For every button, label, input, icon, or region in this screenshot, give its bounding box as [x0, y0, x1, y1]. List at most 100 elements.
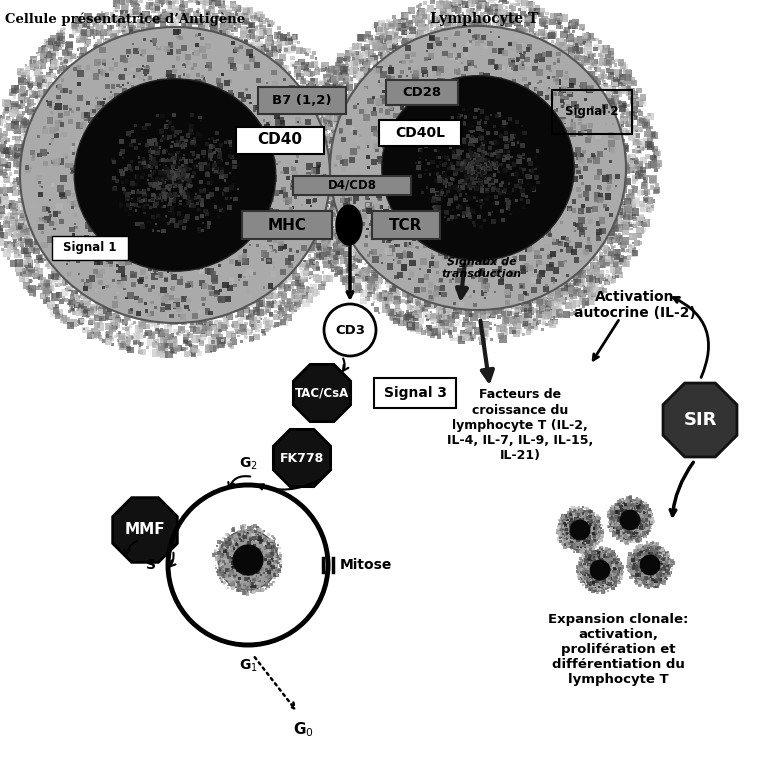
Bar [331, 267, 336, 272]
Bar [406, 47, 409, 49]
Bar [180, 170, 183, 173]
Bar [333, 106, 338, 111]
Bar [167, 186, 171, 190]
Bar [210, 240, 215, 246]
Bar [491, 179, 495, 182]
Bar [428, 105, 432, 110]
Bar [409, 265, 415, 271]
Bar [247, 557, 249, 559]
Bar [68, 98, 74, 104]
Bar [349, 157, 355, 163]
Bar [539, 290, 546, 297]
Bar [164, 170, 168, 174]
Bar [239, 324, 247, 332]
Bar [356, 91, 359, 94]
Bar [2, 197, 9, 204]
Bar [612, 559, 615, 562]
Bar [652, 186, 654, 188]
Bar [107, 63, 111, 69]
Bar [461, 334, 466, 339]
Bar [596, 229, 602, 235]
Bar [651, 565, 654, 567]
Bar [493, 301, 495, 303]
Bar [517, 0, 521, 4]
Bar [184, 170, 186, 171]
Bar [224, 187, 229, 192]
Bar [663, 568, 666, 571]
Bar [212, 554, 216, 557]
Bar [355, 205, 358, 208]
Bar [306, 251, 308, 254]
Bar [544, 24, 548, 29]
Bar [524, 50, 530, 57]
Bar [289, 111, 292, 114]
Bar [26, 153, 34, 160]
Bar [170, 347, 175, 352]
Bar [610, 171, 617, 179]
Bar [203, 23, 210, 30]
Bar [653, 585, 656, 588]
Bar [382, 72, 389, 79]
Bar [308, 148, 311, 152]
Bar [653, 157, 657, 161]
Bar [314, 253, 320, 260]
Bar [604, 163, 607, 167]
Bar [221, 303, 224, 306]
Bar [152, 38, 157, 43]
Bar [648, 514, 651, 517]
Bar [215, 139, 217, 141]
Bar [373, 92, 376, 95]
Bar [580, 524, 581, 525]
Bar [458, 268, 463, 273]
Bar [174, 153, 177, 156]
Bar [270, 85, 273, 89]
Bar [133, 227, 135, 229]
Bar [161, 168, 166, 171]
Bar [234, 22, 240, 28]
Bar [431, 198, 434, 200]
Bar [578, 528, 580, 530]
Bar [37, 193, 42, 198]
Bar [336, 85, 338, 88]
Bar [46, 118, 51, 124]
Bar [632, 525, 634, 528]
Bar [571, 511, 575, 514]
Bar [577, 542, 578, 543]
Bar [103, 301, 105, 304]
Bar [598, 578, 600, 579]
Bar [383, 46, 387, 50]
Bar [617, 149, 623, 155]
Bar [142, 342, 144, 345]
Bar [55, 78, 58, 81]
Bar [627, 523, 631, 526]
Bar [593, 534, 596, 537]
Bar [606, 186, 610, 191]
Bar [485, 157, 492, 164]
Bar [216, 556, 217, 557]
Bar [87, 279, 89, 282]
Bar [104, 247, 111, 253]
Bar [66, 254, 74, 262]
Bar [638, 544, 641, 547]
Bar [125, 323, 127, 326]
Bar [558, 269, 564, 276]
Bar [334, 264, 342, 272]
Bar [159, 129, 164, 134]
Bar [602, 128, 608, 135]
Bar [30, 241, 37, 248]
Bar [644, 131, 650, 137]
Bar [294, 67, 297, 70]
Bar [617, 161, 621, 164]
Bar [476, 17, 484, 24]
Bar [466, 179, 471, 183]
Bar [488, 26, 494, 32]
Bar [495, 289, 500, 294]
Bar [574, 528, 576, 530]
Bar [299, 140, 304, 146]
Bar [515, 197, 521, 204]
Bar [331, 142, 336, 147]
Bar [26, 236, 28, 238]
Bar [177, 185, 181, 189]
Bar [627, 556, 631, 560]
Bar [53, 49, 56, 52]
